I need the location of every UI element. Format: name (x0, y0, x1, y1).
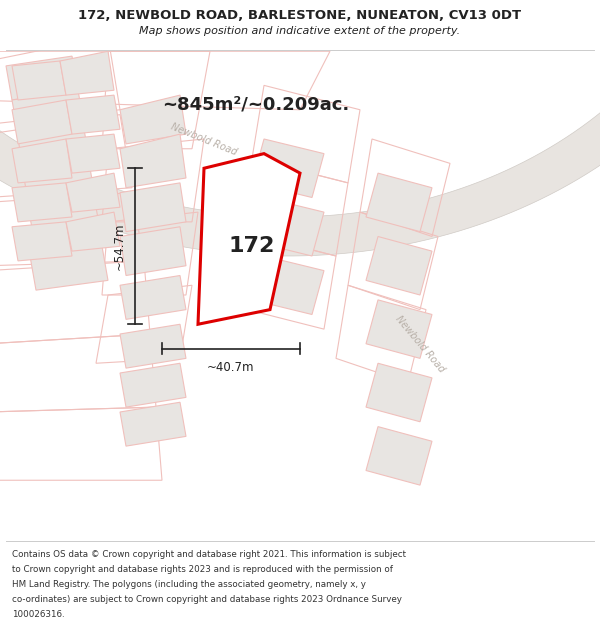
Polygon shape (366, 363, 432, 422)
Text: to Crown copyright and database rights 2023 and is reproduced with the permissio: to Crown copyright and database rights 2… (12, 565, 393, 574)
Text: Contains OS data © Crown copyright and database right 2021. This information is : Contains OS data © Crown copyright and d… (12, 550, 406, 559)
Text: Newbold Road: Newbold Road (394, 314, 446, 374)
Polygon shape (6, 56, 78, 100)
Polygon shape (30, 208, 102, 251)
Polygon shape (12, 222, 72, 261)
Polygon shape (12, 100, 72, 144)
Polygon shape (120, 402, 186, 446)
Text: 100026316.: 100026316. (12, 611, 65, 619)
Text: ~54.7m: ~54.7m (113, 222, 126, 270)
Polygon shape (66, 212, 120, 251)
Polygon shape (18, 129, 90, 173)
Text: co-ordinates) are subject to Crown copyright and database rights 2023 Ordnance S: co-ordinates) are subject to Crown copyr… (12, 595, 402, 604)
Polygon shape (252, 256, 324, 314)
Polygon shape (12, 183, 72, 222)
Polygon shape (366, 427, 432, 485)
Polygon shape (120, 134, 186, 188)
Text: HM Land Registry. The polygons (including the associated geometry, namely x, y: HM Land Registry. The polygons (includin… (12, 580, 366, 589)
Polygon shape (12, 61, 66, 100)
Polygon shape (66, 95, 120, 134)
Polygon shape (60, 51, 114, 95)
Text: ~40.7m: ~40.7m (207, 361, 255, 374)
Text: ~845m²/~0.209ac.: ~845m²/~0.209ac. (162, 96, 349, 114)
Text: Newbold Road: Newbold Road (169, 121, 239, 157)
Polygon shape (366, 173, 432, 232)
Polygon shape (66, 173, 120, 212)
Polygon shape (120, 183, 186, 232)
Polygon shape (120, 227, 186, 276)
Polygon shape (120, 276, 186, 319)
Text: 172, NEWBOLD ROAD, BARLESTONE, NUNEATON, CV13 0DT: 172, NEWBOLD ROAD, BARLESTONE, NUNEATON,… (79, 9, 521, 22)
Polygon shape (120, 363, 186, 407)
Polygon shape (252, 198, 324, 256)
Polygon shape (198, 154, 300, 324)
Polygon shape (0, 9, 600, 256)
Text: 172: 172 (229, 236, 275, 256)
Polygon shape (120, 324, 186, 368)
Polygon shape (120, 95, 186, 144)
Polygon shape (30, 246, 108, 290)
Polygon shape (12, 90, 84, 134)
Polygon shape (66, 134, 120, 173)
Polygon shape (252, 139, 324, 198)
Polygon shape (24, 168, 96, 212)
Polygon shape (366, 236, 432, 295)
Polygon shape (366, 300, 432, 358)
Text: Map shows position and indicative extent of the property.: Map shows position and indicative extent… (139, 26, 461, 36)
Polygon shape (12, 139, 72, 183)
